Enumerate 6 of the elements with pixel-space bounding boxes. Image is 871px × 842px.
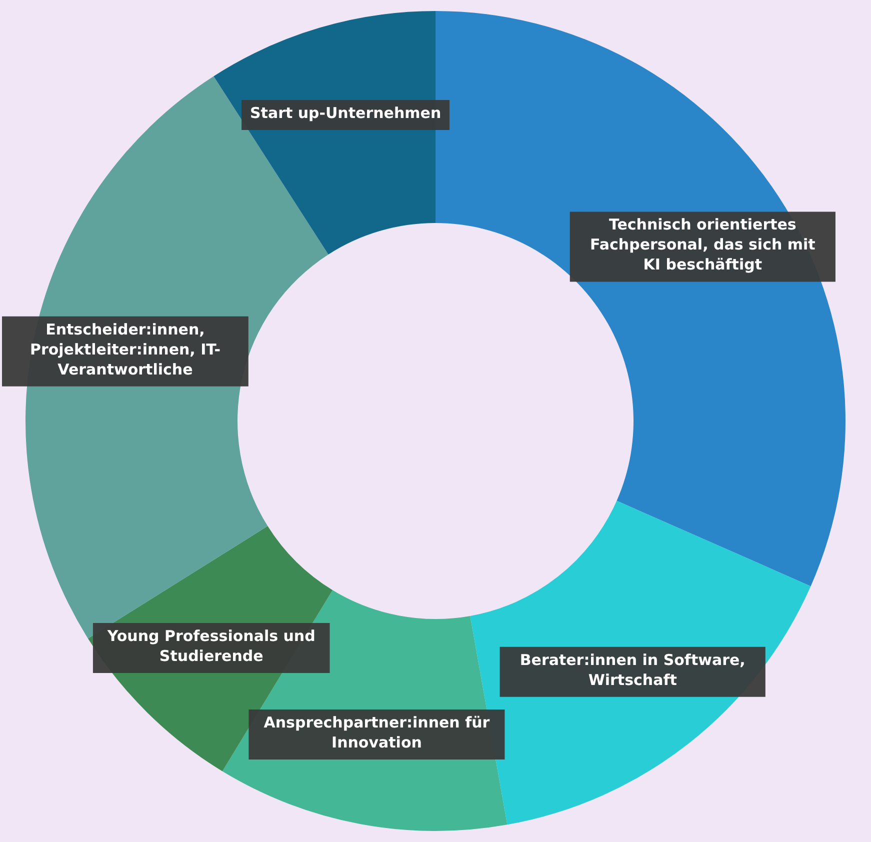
slice-label: Ansprechpartner:innen für Innovation [264, 714, 490, 752]
slice-label: Technisch orientiertes Fachpersonal, das sich mit KI beschäftigt [590, 216, 816, 274]
slice-label: Start up-Unternehmen [250, 104, 442, 122]
slice-label: Young Professionals und Studierende [106, 626, 316, 665]
slice-label: Entscheider:innen, Projektleiter:innen, IT-Verantwortliche [30, 320, 220, 378]
slice-label: Berater:innen in Software, Wirtschaft [520, 650, 746, 689]
